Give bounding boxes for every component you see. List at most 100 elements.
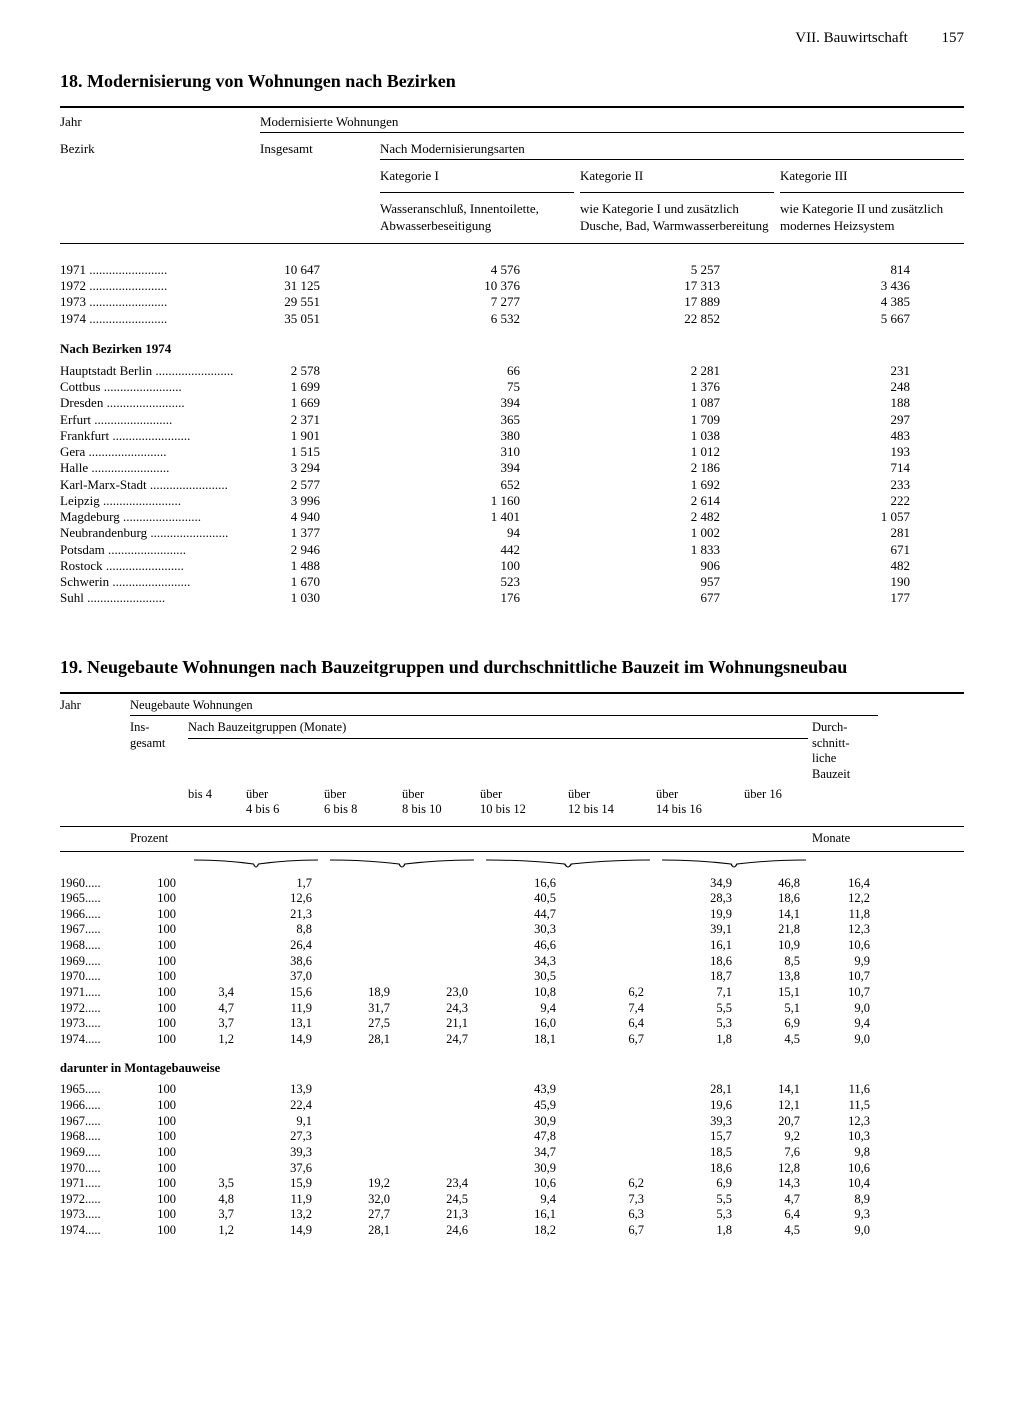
hdr-insgesamt: Insgesamt bbox=[260, 137, 380, 164]
cell: 442 bbox=[380, 542, 580, 558]
row-label: 1973..... bbox=[60, 1207, 130, 1223]
brace-row bbox=[60, 858, 964, 872]
cell: 37,6 bbox=[246, 1161, 324, 1177]
cell: 100 bbox=[130, 907, 188, 923]
cell: 11,9 bbox=[246, 1192, 324, 1208]
hdr-neugebaut: Neugebaute Wohnungen bbox=[130, 696, 882, 719]
cell: 14,9 bbox=[246, 1223, 324, 1239]
cell: 30,3 bbox=[480, 922, 568, 938]
cell: 1 057 bbox=[780, 509, 970, 525]
cell: 27,3 bbox=[246, 1129, 324, 1145]
row-label: 1974..... bbox=[60, 1223, 130, 1239]
table-row: Gera ........................1 5153101 0… bbox=[60, 444, 964, 460]
row-label: 1974..... bbox=[60, 1032, 130, 1048]
row-label: 1965..... bbox=[60, 891, 130, 907]
cell bbox=[188, 1161, 246, 1177]
table-row: Magdeburg ........................4 9401… bbox=[60, 509, 964, 525]
cell: 1 515 bbox=[260, 444, 380, 460]
cell bbox=[188, 1098, 246, 1114]
col-6-8: über 6 bis 8 bbox=[324, 785, 402, 820]
hdr-mod-wohn: Modernisierte Wohnungen bbox=[260, 110, 970, 137]
cell: 6,4 bbox=[744, 1207, 812, 1223]
cell: 4 576 bbox=[380, 262, 580, 278]
table-row: 1972.....1004,811,932,024,59,47,35,54,78… bbox=[60, 1192, 964, 1208]
table-row: 1973.....1003,713,227,721,316,16,35,36,4… bbox=[60, 1207, 964, 1223]
cell: 19,6 bbox=[656, 1098, 744, 1114]
row-label: 1971..... bbox=[60, 1176, 130, 1192]
cell: 14,1 bbox=[744, 907, 812, 923]
cell: 22 852 bbox=[580, 311, 780, 327]
cell: 957 bbox=[580, 574, 780, 590]
cell: 1 012 bbox=[580, 444, 780, 460]
cell: 100 bbox=[130, 1001, 188, 1017]
cell bbox=[188, 938, 246, 954]
cell: 15,1 bbox=[744, 985, 812, 1001]
cell: 9,0 bbox=[812, 1223, 882, 1239]
cell: 47,8 bbox=[480, 1129, 568, 1145]
cell: 10,4 bbox=[812, 1176, 882, 1192]
cell: 15,7 bbox=[656, 1129, 744, 1145]
row-label: 1973 ........................ bbox=[60, 294, 260, 310]
cell bbox=[402, 1145, 480, 1161]
cell: 21,3 bbox=[246, 907, 324, 923]
cell: 13,1 bbox=[246, 1016, 324, 1032]
cell bbox=[188, 1145, 246, 1161]
cell: 24,5 bbox=[402, 1192, 480, 1208]
cell bbox=[568, 1098, 656, 1114]
cell: 37,0 bbox=[246, 969, 324, 985]
cell: 100 bbox=[130, 938, 188, 954]
cell: 9,8 bbox=[812, 1145, 882, 1161]
table-row: 1965.....10012,640,528,318,612,2 bbox=[60, 891, 964, 907]
cell bbox=[324, 1129, 402, 1145]
desc-kat2: wie Kategorie I und zusätzlich Dusche, B… bbox=[580, 197, 780, 237]
row-label: Frankfurt ........................ bbox=[60, 428, 260, 444]
table19-header: Jahr Neugebaute Wohnungen Ins- gesamt Na… bbox=[60, 696, 964, 820]
table-row: 1971.....1003,415,618,923,010,86,27,115,… bbox=[60, 985, 964, 1001]
table19-rows-sub: 1965.....10013,943,928,114,111,61966....… bbox=[60, 1082, 964, 1238]
cell: 39,3 bbox=[656, 1114, 744, 1130]
cell: 46,8 bbox=[744, 876, 812, 892]
cell bbox=[568, 1161, 656, 1177]
cell: 100 bbox=[130, 1192, 188, 1208]
cell bbox=[188, 1129, 246, 1145]
cell: 18,5 bbox=[656, 1145, 744, 1161]
cell: 44,7 bbox=[480, 907, 568, 923]
row-label: Magdeburg ........................ bbox=[60, 509, 260, 525]
cell: 6,9 bbox=[656, 1176, 744, 1192]
cell: 21,1 bbox=[402, 1016, 480, 1032]
row-label: Hauptstadt Berlin ......................… bbox=[60, 363, 260, 379]
cell: 1,2 bbox=[188, 1032, 246, 1048]
cell: 8,9 bbox=[812, 1192, 882, 1208]
cell: 1 669 bbox=[260, 395, 380, 411]
table-row: 1967.....1008,830,339,121,812,3 bbox=[60, 922, 964, 938]
table-row: 1960.....1001,716,634,946,816,4 bbox=[60, 876, 964, 892]
cell bbox=[324, 891, 402, 907]
table-row: 1974.....1001,214,928,124,618,26,71,84,5… bbox=[60, 1223, 964, 1239]
cell: 12,1 bbox=[744, 1098, 812, 1114]
cell: 100 bbox=[130, 1114, 188, 1130]
cell bbox=[188, 922, 246, 938]
hdr-bezirk: Bezirk bbox=[60, 137, 260, 164]
cell bbox=[324, 1098, 402, 1114]
cell: 2 578 bbox=[260, 363, 380, 379]
cell: 2 946 bbox=[260, 542, 380, 558]
cell: 281 bbox=[780, 525, 970, 541]
table-row: 1969.....10038,634,318,68,59,9 bbox=[60, 954, 964, 970]
cell bbox=[324, 922, 402, 938]
cell: 714 bbox=[780, 460, 970, 476]
cell: 14,9 bbox=[246, 1032, 324, 1048]
cell: 6,7 bbox=[568, 1223, 656, 1239]
cell: 176 bbox=[380, 590, 580, 606]
cell: 394 bbox=[380, 395, 580, 411]
cell: 100 bbox=[130, 1098, 188, 1114]
cell bbox=[324, 1145, 402, 1161]
cell: 100 bbox=[130, 1223, 188, 1239]
cell: 6,7 bbox=[568, 1032, 656, 1048]
row-label: Rostock ........................ bbox=[60, 558, 260, 574]
cell: 3 996 bbox=[260, 493, 380, 509]
cell: 100 bbox=[130, 969, 188, 985]
cell: 297 bbox=[780, 412, 970, 428]
cell: 1,8 bbox=[656, 1032, 744, 1048]
cell: 16,1 bbox=[656, 938, 744, 954]
cell: 31,7 bbox=[324, 1001, 402, 1017]
